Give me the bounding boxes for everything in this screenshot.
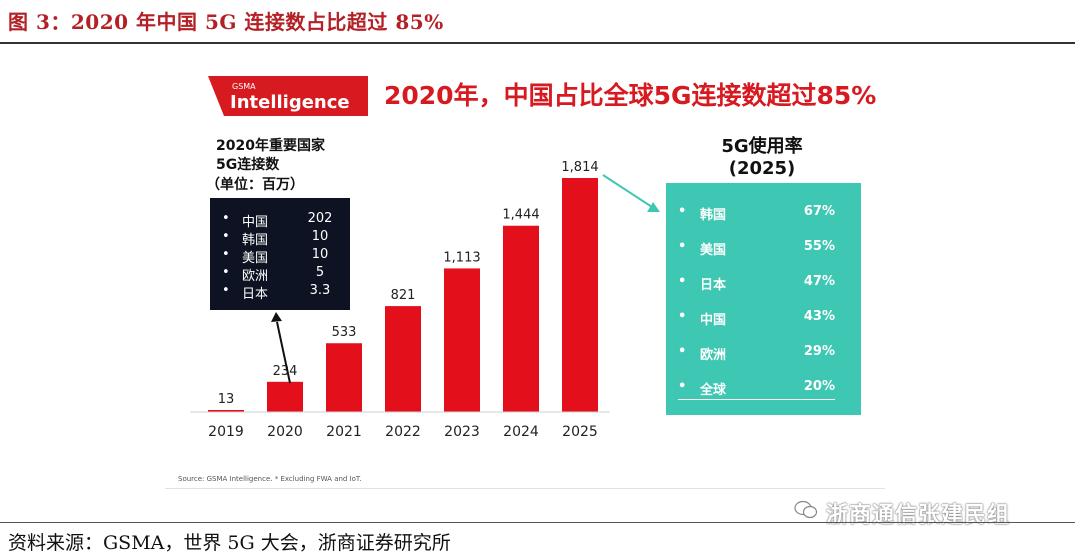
country-row: • 欧洲 5 bbox=[222, 265, 340, 284]
bullet: • bbox=[678, 344, 687, 359]
rate-row: • 日本 47% bbox=[678, 274, 835, 294]
rate-title-line-1: 5G使用率 bbox=[721, 136, 803, 157]
country-row: • 日本 3.3 bbox=[222, 283, 340, 302]
arrow-head bbox=[271, 312, 282, 322]
bullet: • bbox=[678, 204, 687, 219]
arrow-to-country-box bbox=[276, 321, 291, 384]
rate-region: 欧洲 bbox=[700, 348, 727, 363]
rate-row: • 韩国 67% bbox=[678, 204, 835, 224]
country-value: 5 bbox=[315, 265, 325, 280]
rate-value: 43% bbox=[803, 309, 835, 324]
value-label-2025: 1,814 bbox=[561, 160, 598, 175]
country-value: 3.3 bbox=[309, 283, 331, 298]
value-label-2024: 1,444 bbox=[502, 208, 539, 223]
tick-label-2019: 2019 bbox=[208, 424, 244, 440]
adoption-rate-box: • 韩国 67% • 美国 55% • 日本 47% • 中国 43% • 欧洲… bbox=[666, 183, 861, 415]
bullet: • bbox=[222, 211, 230, 226]
bullet: • bbox=[678, 379, 687, 394]
rate-row-global: • 全球 20% bbox=[678, 379, 835, 400]
caption-line-1: 2020年重要国家 bbox=[216, 138, 325, 154]
rate-region: 中国 bbox=[700, 313, 727, 328]
bullet: • bbox=[678, 274, 687, 289]
rate-region: 日本 bbox=[700, 278, 727, 293]
tick-label-2024: 2024 bbox=[503, 424, 539, 440]
bar-2023 bbox=[444, 268, 480, 412]
rate-row: • 中国 43% bbox=[678, 309, 835, 329]
bottom-divider bbox=[0, 522, 1075, 523]
rate-value: 67% bbox=[803, 204, 835, 219]
rate-value: 47% bbox=[803, 274, 835, 289]
rate-row: • 欧洲 29% bbox=[678, 344, 835, 364]
bullet: • bbox=[222, 265, 230, 280]
value-label-2023: 1,113 bbox=[443, 250, 480, 265]
caption-line-2: 5G连接数 bbox=[216, 157, 280, 173]
rate-region: 韩国 bbox=[700, 208, 727, 223]
bar-2021 bbox=[326, 343, 362, 412]
rate-title-line-2: (2025) bbox=[728, 158, 796, 179]
country-row: • 韩国 10 bbox=[222, 229, 340, 248]
bar-2022 bbox=[385, 306, 421, 412]
country-connections-box: • 中国 202 • 韩国 10 • 美国 10 • 欧洲 5 • 日本 3.3 bbox=[210, 198, 350, 310]
bar-2019 bbox=[208, 410, 244, 412]
bar-2025 bbox=[562, 178, 598, 412]
rate-value: 20% bbox=[803, 379, 835, 394]
caption-line-3: （单位：百万） bbox=[206, 177, 304, 193]
top-divider bbox=[0, 42, 1075, 44]
logo-big-text: Intelligence bbox=[230, 92, 350, 113]
logo-small-text: GSMA bbox=[232, 82, 256, 91]
arrow-to-rate-box bbox=[602, 174, 653, 208]
bar-2024 bbox=[503, 225, 539, 412]
arrow-head bbox=[647, 202, 660, 212]
country-name: 日本 bbox=[242, 287, 269, 302]
value-label-2022: 821 bbox=[391, 288, 416, 303]
rate-region: 全球 bbox=[700, 383, 727, 398]
value-label-2019: 13 bbox=[218, 392, 235, 407]
rate-row: • 美国 55% bbox=[678, 239, 835, 259]
bullet: • bbox=[678, 309, 687, 324]
country-name: 欧洲 bbox=[242, 269, 269, 284]
bullet: • bbox=[222, 247, 230, 262]
country-value: 10 bbox=[311, 229, 329, 244]
tick-label-2022: 2022 bbox=[385, 424, 421, 440]
headline: 2020年，中国占比全球5G连接数超过85% bbox=[384, 81, 877, 110]
tick-label-2025: 2025 bbox=[562, 424, 598, 440]
bullet: • bbox=[222, 283, 230, 298]
rate-value: 29% bbox=[803, 344, 835, 359]
tick-label-2023: 2023 bbox=[444, 424, 480, 440]
chart-source-note: Source: GSMA Intelligence. * Excluding F… bbox=[178, 475, 362, 483]
rate-title: 5G使用率 (2025) bbox=[700, 136, 824, 180]
tick-label-2020: 2020 bbox=[267, 424, 303, 440]
source-line: 资料来源：GSMA，世界 5G 大会，浙商证券研究所 bbox=[8, 532, 451, 554]
country-row: • 中国 202 bbox=[222, 211, 340, 230]
country-row: • 美国 10 bbox=[222, 247, 340, 266]
tick-label-2021: 2021 bbox=[326, 424, 362, 440]
rate-region: 美国 bbox=[700, 243, 727, 258]
watermark: 浙商通信张建民组 bbox=[826, 503, 1011, 528]
country-value: 202 bbox=[307, 211, 333, 226]
bullet: • bbox=[678, 239, 687, 254]
value-label-2020: 234 bbox=[273, 364, 298, 379]
gsma-intelligence-logo: GSMA Intelligence bbox=[208, 76, 368, 116]
bullet: • bbox=[222, 229, 230, 244]
country-value: 10 bbox=[311, 247, 329, 262]
country-name: 美国 bbox=[242, 251, 269, 266]
rate-value: 55% bbox=[803, 239, 835, 254]
country-name: 中国 bbox=[242, 215, 269, 230]
bar-2020 bbox=[267, 381, 303, 412]
country-name: 韩国 bbox=[242, 233, 269, 248]
value-label-2021: 533 bbox=[332, 325, 357, 340]
figure-title: 图 3：2020 年中国 5G 连接数占比超过 85% bbox=[8, 10, 444, 34]
wechat-icon bbox=[794, 500, 818, 519]
